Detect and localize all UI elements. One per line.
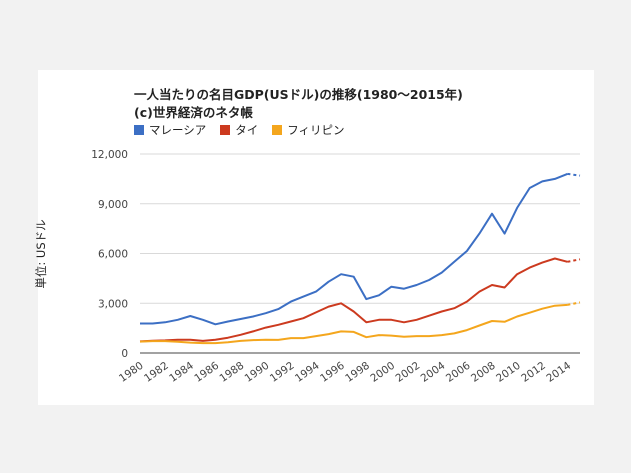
- legend-label-thailand: タイ: [235, 123, 259, 137]
- x-tick-label: 2010: [494, 360, 523, 385]
- series-line-2: [139, 303, 568, 345]
- x-tick-label: 2006: [444, 359, 473, 384]
- x-tick-label: 1986: [192, 359, 221, 384]
- legend-swatch-malaysia: [134, 125, 144, 135]
- legend-item-thailand: タイ: [220, 122, 258, 138]
- y-tick-label: 9,000: [98, 199, 128, 211]
- chart-title: 一人当たりの名目GDP(USドル)の推移(1980〜2015年) (c)世界経済…: [134, 86, 463, 122]
- x-tick-label: 1996: [318, 359, 347, 384]
- x-tick-label: 1992: [268, 360, 297, 385]
- x-tick-label: 1994: [293, 359, 322, 384]
- x-tick-label: 1990: [243, 360, 272, 385]
- chart-title-line1: 一人当たりの名目GDP(USドル)の推移(1980〜2015年): [134, 87, 463, 102]
- series-line-estimate-2: [567, 301, 581, 306]
- x-tick-label: 1988: [218, 360, 247, 385]
- legend-swatch-philippines: [272, 125, 283, 135]
- slide-panel: [38, 70, 594, 405]
- chart-legend: マレーシア タイ フィリピン: [134, 122, 359, 138]
- x-tick-label: 2000: [368, 360, 397, 385]
- legend-item-malaysia: マレーシア: [134, 122, 206, 138]
- x-tick-label: 2014: [544, 359, 573, 384]
- series-line-estimate-1: [567, 258, 581, 263]
- x-tick-label: 2012: [519, 360, 548, 385]
- series-line-0: [140, 172, 568, 326]
- series-line-1: [139, 257, 568, 343]
- x-tick-label: 1998: [343, 360, 372, 385]
- chart-title-line2: (c)世界経済のネタ帳: [134, 105, 253, 120]
- x-tick-label: 1984: [167, 359, 196, 384]
- series-line-estimate-0: [567, 172, 581, 177]
- x-tick-label: 2004: [419, 359, 448, 384]
- legend-swatch-thailand: [220, 125, 231, 135]
- y-tick-label: 6,000: [98, 249, 128, 261]
- legend-label-philippines: フィリピン: [287, 123, 345, 137]
- y-tick-label: 3,000: [98, 298, 128, 310]
- x-tick-label: 2002: [394, 360, 423, 385]
- y-tick-label: 12,000: [91, 149, 128, 161]
- legend-item-philippines: フィリピン: [272, 122, 345, 138]
- legend-label-malaysia: マレーシア: [149, 123, 207, 137]
- x-tick-label: 1982: [142, 360, 171, 385]
- x-tick-label: 1980: [117, 360, 146, 385]
- x-tick-label: 2008: [469, 360, 498, 385]
- y-tick-label: 0: [121, 348, 128, 360]
